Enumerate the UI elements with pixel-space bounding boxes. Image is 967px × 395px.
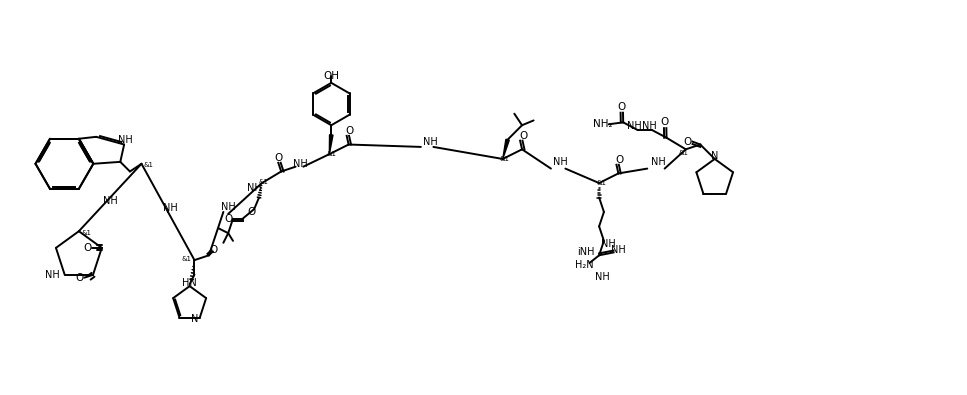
Text: NH: NH xyxy=(642,121,657,131)
Text: iNH: iNH xyxy=(576,247,595,258)
Text: NH: NH xyxy=(553,157,568,167)
Text: O: O xyxy=(660,117,669,127)
Text: O: O xyxy=(615,155,624,165)
Text: NH: NH xyxy=(628,121,642,131)
Text: &1: &1 xyxy=(500,156,510,162)
Text: H₂N: H₂N xyxy=(575,260,594,270)
Text: &1: &1 xyxy=(143,162,154,168)
Text: O: O xyxy=(617,102,626,112)
Text: &1: &1 xyxy=(679,150,689,156)
Text: N: N xyxy=(191,314,199,324)
Text: NH: NH xyxy=(45,270,60,280)
Polygon shape xyxy=(503,139,510,159)
Text: O: O xyxy=(83,243,92,253)
Text: &1: &1 xyxy=(596,180,606,186)
Text: NH: NH xyxy=(293,159,308,169)
Text: NH: NH xyxy=(652,157,666,167)
Text: O: O xyxy=(210,245,218,256)
Text: NH: NH xyxy=(424,137,438,147)
Text: NH: NH xyxy=(247,183,262,193)
Text: NH: NH xyxy=(118,135,132,145)
Text: &1: &1 xyxy=(259,179,269,185)
Text: O: O xyxy=(75,273,84,283)
Text: &1: &1 xyxy=(326,151,337,157)
Text: O: O xyxy=(248,207,255,217)
Text: NH: NH xyxy=(103,196,118,206)
Text: NH: NH xyxy=(611,245,626,256)
Text: NH: NH xyxy=(601,239,616,249)
Text: O: O xyxy=(684,137,691,147)
Text: O: O xyxy=(519,131,527,141)
Text: NH: NH xyxy=(595,273,609,282)
Text: &1: &1 xyxy=(182,256,191,262)
Text: O: O xyxy=(345,126,354,136)
Text: HN: HN xyxy=(183,278,197,288)
Text: NH: NH xyxy=(220,202,236,212)
Text: NH₂: NH₂ xyxy=(593,119,613,129)
Text: &1: &1 xyxy=(82,230,92,236)
Text: O: O xyxy=(224,214,232,224)
Text: NH: NH xyxy=(163,203,178,213)
Text: N: N xyxy=(711,151,718,161)
Polygon shape xyxy=(330,135,333,154)
Text: OH: OH xyxy=(323,71,339,81)
Text: O: O xyxy=(275,153,282,163)
